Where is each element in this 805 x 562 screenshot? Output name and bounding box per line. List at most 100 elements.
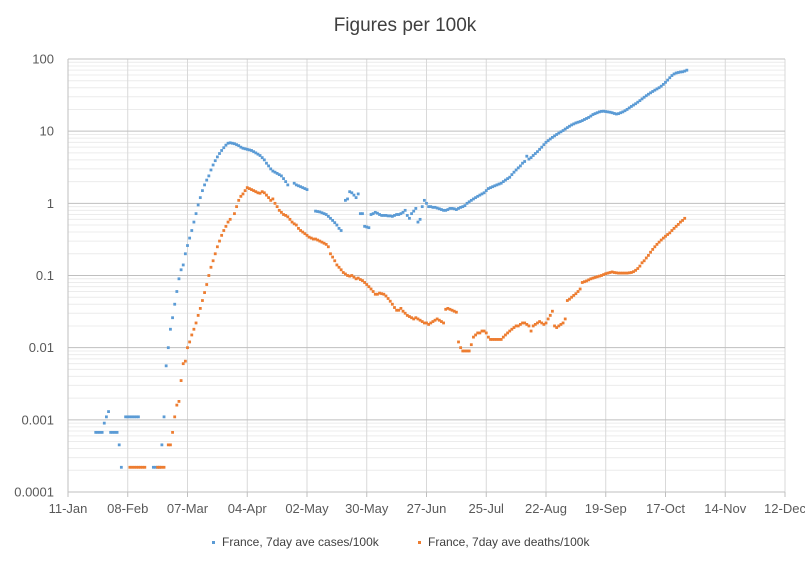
data-point — [664, 80, 667, 84]
data-point — [440, 320, 443, 323]
data-point — [625, 108, 629, 111]
data-point — [361, 279, 364, 282]
data-point — [606, 271, 610, 275]
data-point — [363, 281, 367, 284]
data-point — [583, 280, 586, 284]
data-point — [683, 69, 687, 73]
data-point — [284, 180, 288, 184]
data-point — [527, 157, 531, 161]
data-point — [565, 299, 569, 302]
data-point — [591, 276, 595, 280]
data-point — [350, 191, 354, 195]
data-point — [294, 223, 298, 227]
data-point — [448, 207, 452, 210]
data-point — [610, 111, 614, 115]
data-point — [576, 290, 580, 293]
data-point — [218, 239, 221, 243]
data-point — [636, 100, 640, 104]
data-point — [250, 188, 253, 191]
data-point — [546, 317, 550, 321]
data-point — [275, 205, 279, 209]
data-point — [98, 430, 102, 434]
data-point — [188, 236, 192, 240]
data-point — [94, 430, 98, 434]
data-point — [265, 193, 268, 197]
data-point — [211, 259, 215, 263]
data-point — [540, 145, 544, 149]
data-point — [574, 121, 578, 125]
data-point — [615, 271, 618, 275]
data-point — [393, 306, 396, 309]
data-point — [192, 327, 196, 331]
data-point — [589, 277, 593, 281]
axes — [67, 59, 786, 497]
data-point — [674, 71, 678, 75]
data-point — [181, 263, 185, 267]
data-point — [111, 430, 115, 434]
data-point — [367, 285, 371, 289]
data-point — [194, 321, 198, 325]
data-point — [653, 88, 657, 92]
data-point — [160, 443, 164, 447]
data-point — [495, 338, 499, 341]
y-tick-label: 0.0001 — [14, 485, 54, 500]
data-point — [655, 87, 659, 91]
data-point — [143, 465, 147, 469]
data-point — [262, 191, 266, 195]
data-point — [548, 137, 552, 141]
data-point — [472, 335, 475, 339]
data-point — [659, 84, 663, 88]
data-point — [508, 329, 512, 333]
data-point — [452, 207, 456, 211]
data-point — [378, 291, 381, 295]
data-point — [551, 135, 554, 139]
data-point — [130, 465, 134, 469]
data-point — [171, 316, 174, 320]
data-point — [457, 207, 460, 210]
data-point — [269, 167, 273, 171]
data-point — [589, 114, 593, 118]
data-point — [346, 197, 349, 201]
data-point — [279, 210, 283, 214]
grid — [68, 58, 786, 492]
data-point — [640, 261, 644, 265]
data-point — [561, 129, 565, 132]
data-point — [137, 465, 140, 469]
data-point — [348, 274, 352, 278]
data-point — [679, 70, 682, 74]
data-point — [141, 465, 145, 469]
data-point — [529, 329, 533, 333]
x-tick-label: 04-Apr — [228, 501, 268, 516]
data-point — [570, 123, 574, 127]
data-point — [563, 127, 567, 131]
data-point — [198, 196, 202, 200]
x-tick-label: 27-Jun — [407, 501, 447, 516]
data-point — [352, 275, 356, 279]
data-point — [169, 443, 172, 447]
data-point — [115, 430, 119, 434]
data-point — [442, 321, 445, 325]
data-point — [452, 309, 456, 313]
data-point — [314, 209, 317, 213]
data-point — [117, 443, 121, 447]
data-point — [538, 147, 541, 151]
data-point — [320, 211, 324, 215]
data-point — [401, 309, 405, 313]
data-point — [527, 324, 531, 328]
data-point — [580, 119, 584, 123]
data-point — [427, 323, 431, 326]
data-point — [559, 323, 563, 326]
data-point — [580, 281, 584, 284]
data-point — [290, 220, 294, 224]
data-point — [521, 161, 524, 165]
data-point — [636, 267, 640, 270]
data-point — [555, 133, 559, 136]
data-point — [540, 321, 544, 325]
data-point — [237, 144, 241, 148]
data-point — [282, 177, 285, 181]
data-point — [651, 248, 655, 251]
data-point — [339, 268, 343, 272]
data-point — [644, 94, 648, 98]
data-point — [262, 158, 266, 162]
data-point — [239, 145, 243, 149]
